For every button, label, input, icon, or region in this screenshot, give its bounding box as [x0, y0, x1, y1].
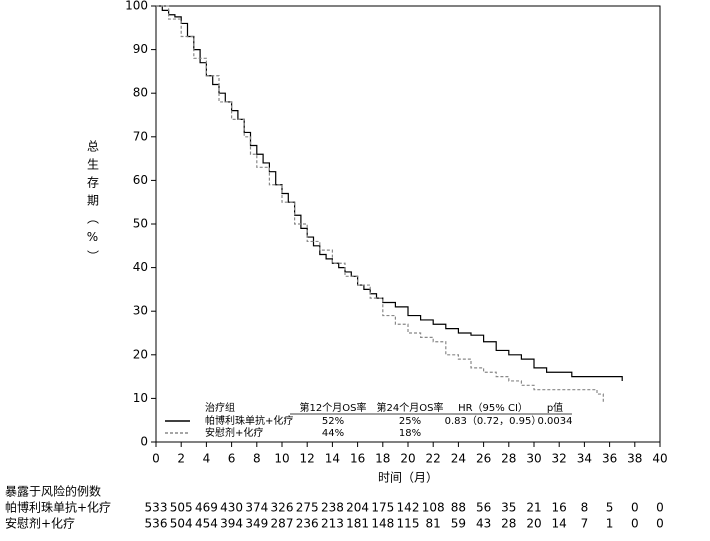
legend-label: 帕博利珠单抗+化疗	[205, 414, 293, 427]
x-tick-label: 8	[253, 452, 261, 466]
risk-table-title: 暴露于风险的例数	[5, 484, 101, 499]
legend-header: HR（95% CI）	[458, 402, 528, 414]
risk-count: 115	[397, 517, 420, 531]
risk-count: 108	[422, 501, 445, 515]
legend-cell: 0.0034	[538, 416, 573, 427]
x-tick-label: 26	[476, 452, 491, 466]
y-tick-label: 40	[133, 260, 148, 274]
x-tick-label: 40	[652, 452, 667, 466]
risk-count: 43	[476, 517, 491, 531]
legend-header: 第12个月OS率	[300, 401, 367, 414]
y-tick-label: 90	[133, 42, 148, 56]
legend-cell: 18%	[399, 428, 421, 439]
risk-count: 504	[170, 517, 193, 531]
risk-count: 536	[145, 517, 168, 531]
risk-count: 204	[346, 501, 369, 515]
legend-header: 治疗组	[205, 401, 235, 414]
risk-count: 236	[296, 517, 319, 531]
risk-count: 8	[581, 501, 589, 515]
risk-count: 56	[476, 501, 491, 515]
risk-count: 21	[526, 501, 541, 515]
x-tick-label: 6	[228, 452, 236, 466]
x-tick-label: 22	[426, 452, 441, 466]
risk-count: 505	[170, 501, 193, 515]
risk-count: 175	[371, 501, 394, 515]
y-tick-label: 0	[140, 435, 148, 449]
risk-count: 181	[346, 517, 369, 531]
x-tick-label: 38	[627, 452, 642, 466]
x-axis-label: 时间（月）	[378, 471, 438, 485]
legend-header: 第24个月OS率	[377, 401, 444, 414]
legend-label: 安慰剂+化疗	[205, 426, 263, 439]
y-tick-label: 100	[125, 0, 148, 13]
x-tick-label: 2	[177, 452, 185, 466]
x-tick-label: 30	[526, 452, 541, 466]
risk-row-label: 安慰剂+化疗	[5, 516, 75, 531]
x-tick-label: 28	[501, 452, 516, 466]
risk-row-label: 帕博利珠单抗+化疗	[5, 500, 111, 515]
x-tick-label: 34	[577, 452, 592, 466]
y-tick-label: 80	[133, 86, 148, 100]
risk-count: 238	[321, 501, 344, 515]
risk-count: 14	[552, 517, 567, 531]
risk-count: 533	[145, 501, 168, 515]
risk-count: 454	[195, 517, 218, 531]
survival-curve	[156, 5, 623, 381]
risk-count: 275	[296, 501, 319, 515]
x-tick-label: 24	[451, 452, 466, 466]
y-tick-label: 50	[133, 217, 148, 231]
risk-count: 28	[501, 517, 516, 531]
risk-count: 59	[451, 517, 466, 531]
risk-count: 326	[271, 501, 294, 515]
risk-count: 394	[220, 517, 243, 531]
legend-header: p值	[547, 401, 563, 414]
risk-count: 81	[426, 517, 441, 531]
y-tick-label: 20	[133, 347, 148, 361]
x-tick-label: 36	[602, 452, 617, 466]
risk-count: 0	[631, 501, 639, 515]
risk-count: 35	[501, 501, 516, 515]
y-tick-label: 70	[133, 129, 148, 143]
legend-cell: 0.83（0.72，0.95）	[445, 415, 542, 427]
y-tick-label: 10	[133, 391, 148, 405]
risk-count: 213	[321, 517, 344, 531]
risk-count: 287	[271, 517, 294, 531]
x-tick-label: 14	[325, 452, 340, 466]
legend-cell: 44%	[322, 428, 344, 439]
risk-count: 374	[245, 501, 268, 515]
risk-count: 5	[606, 501, 614, 515]
x-tick-label: 4	[203, 452, 211, 466]
x-tick-label: 12	[300, 452, 315, 466]
y-axis-label: 总生存期（%）	[86, 140, 100, 268]
y-tick-label: 60	[133, 173, 148, 187]
risk-count: 349	[245, 517, 268, 531]
x-tick-label: 0	[152, 452, 160, 466]
x-tick-label: 18	[375, 452, 390, 466]
x-tick-label: 16	[350, 452, 365, 466]
risk-count: 430	[220, 501, 243, 515]
survival-curve	[156, 5, 604, 403]
risk-count: 7	[581, 517, 589, 531]
risk-count: 88	[451, 501, 466, 515]
x-tick-label: 32	[552, 452, 567, 466]
risk-count: 0	[631, 517, 639, 531]
risk-count: 16	[552, 501, 567, 515]
y-tick-label: 30	[133, 304, 148, 318]
risk-count: 142	[397, 501, 420, 515]
risk-count: 148	[371, 517, 394, 531]
risk-count: 469	[195, 501, 218, 515]
risk-count: 20	[526, 517, 541, 531]
risk-count: 0	[656, 517, 664, 531]
legend-cell: 52%	[322, 416, 344, 427]
risk-count: 0	[656, 501, 664, 515]
risk-count: 1	[606, 517, 614, 531]
legend-cell: 25%	[399, 416, 421, 427]
x-tick-label: 10	[274, 452, 289, 466]
x-tick-label: 20	[400, 452, 415, 466]
